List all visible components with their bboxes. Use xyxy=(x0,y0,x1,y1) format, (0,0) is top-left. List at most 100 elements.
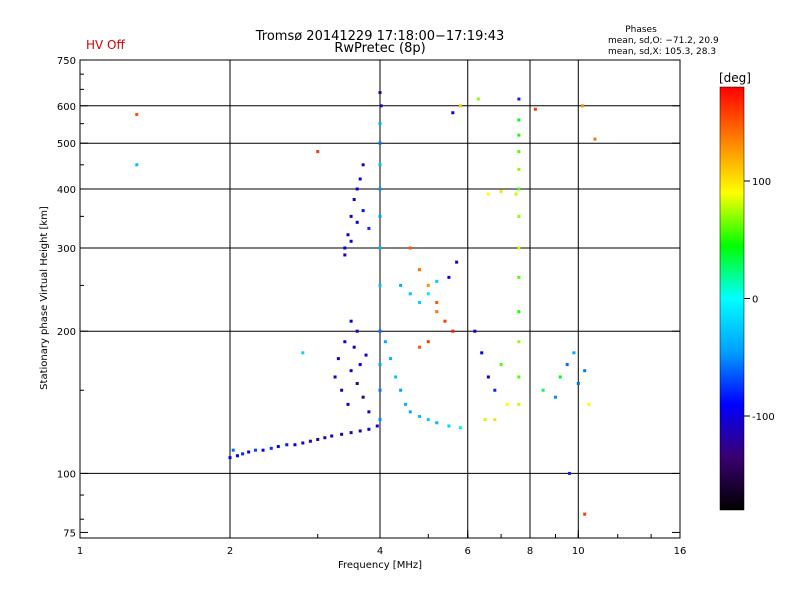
data-point xyxy=(358,177,362,181)
data-point xyxy=(352,345,356,349)
status-label: HV Off xyxy=(86,38,125,52)
data-point xyxy=(517,340,521,344)
data-point xyxy=(517,275,521,279)
data-point xyxy=(517,133,521,137)
data-point xyxy=(378,246,382,250)
data-point xyxy=(417,345,421,349)
data-point xyxy=(399,283,403,287)
data-point xyxy=(403,402,407,406)
data-point xyxy=(383,340,387,344)
data-point xyxy=(517,118,521,122)
data-point xyxy=(346,233,350,237)
data-point xyxy=(389,357,393,361)
data-point xyxy=(517,187,521,191)
data-point xyxy=(458,104,462,108)
data-point xyxy=(316,150,320,154)
data-point xyxy=(378,363,382,367)
data-point xyxy=(394,375,398,379)
data-point xyxy=(336,357,340,361)
data-point xyxy=(399,388,403,392)
y-tick-label: 400 xyxy=(57,185,76,196)
data-point xyxy=(361,163,365,167)
data-point xyxy=(367,427,371,431)
phase-stats-line-1: mean, sd,O: −71.2, 20.9 xyxy=(608,36,719,46)
data-point xyxy=(565,363,569,367)
data-point xyxy=(486,192,490,196)
data-point xyxy=(499,190,503,194)
data-point xyxy=(346,402,350,406)
phase-stats-heading: Phases xyxy=(625,25,657,35)
data-point xyxy=(378,163,382,167)
data-point xyxy=(355,382,359,386)
data-point xyxy=(378,214,382,218)
x-tick-label: 6 xyxy=(465,546,471,557)
data-point xyxy=(375,424,379,428)
data-point xyxy=(340,388,344,392)
data-point xyxy=(301,441,305,445)
data-point xyxy=(349,239,353,243)
data-point xyxy=(378,141,382,145)
data-point xyxy=(581,104,585,108)
data-point xyxy=(480,351,484,355)
data-point xyxy=(367,410,371,414)
phase-stats-line-2: mean, sd,X: 105.3, 28.3 xyxy=(608,47,716,57)
data-point xyxy=(517,402,521,406)
chart-subtitle: RwPretec (8p) xyxy=(334,41,425,56)
data-point xyxy=(517,214,521,218)
data-point xyxy=(408,410,412,414)
data-point xyxy=(349,369,353,373)
data-point xyxy=(541,388,545,392)
colorbar-tick-label: 100 xyxy=(752,177,771,188)
data-point xyxy=(473,329,477,333)
data-point xyxy=(349,214,353,218)
data-point xyxy=(231,448,235,452)
data-point xyxy=(352,198,356,202)
data-point xyxy=(451,329,455,333)
y-tick-label: 75 xyxy=(63,528,76,539)
x-tick-label: 2 xyxy=(227,546,233,557)
data-point xyxy=(435,301,439,305)
data-point xyxy=(517,150,521,154)
colorbar-tick-label: -100 xyxy=(752,412,775,423)
data-point xyxy=(330,434,334,438)
data-point xyxy=(447,275,451,279)
data-point xyxy=(379,104,383,108)
data-point xyxy=(553,395,557,399)
data-point xyxy=(443,319,447,323)
data-point xyxy=(447,424,451,428)
data-point xyxy=(567,471,571,475)
data-point xyxy=(276,445,280,449)
y-tick-label: 300 xyxy=(57,244,76,255)
colorbar xyxy=(719,86,745,511)
data-point xyxy=(333,375,337,379)
data-point xyxy=(364,353,368,357)
x-tick-label: 8 xyxy=(527,546,533,557)
data-point xyxy=(378,329,382,333)
colorbar-label: [deg] xyxy=(719,71,751,85)
data-point xyxy=(355,220,359,224)
data-point xyxy=(514,192,518,196)
data-point xyxy=(451,111,455,115)
data-point xyxy=(483,418,487,422)
data-point xyxy=(378,283,382,287)
data-point xyxy=(343,253,347,257)
y-axis-label: Stationary phase Virtual Height [km] xyxy=(39,206,50,390)
data-point xyxy=(343,246,347,250)
data-point xyxy=(355,187,359,191)
x-tick-label: 1 xyxy=(77,546,83,557)
data-point xyxy=(593,137,597,141)
data-point xyxy=(417,268,421,272)
data-point xyxy=(378,388,382,392)
data-point xyxy=(517,97,521,101)
data-point xyxy=(343,340,347,344)
data-point xyxy=(486,375,490,379)
data-point xyxy=(241,452,245,456)
data-point xyxy=(361,395,365,399)
y-tick-label: 100 xyxy=(57,469,76,480)
data-point xyxy=(355,329,359,333)
data-point xyxy=(426,292,430,296)
data-point xyxy=(576,382,580,386)
data-point xyxy=(261,448,265,452)
chart-title: Tromsø 20141229 17:18:00−17:19:43 xyxy=(255,29,505,44)
